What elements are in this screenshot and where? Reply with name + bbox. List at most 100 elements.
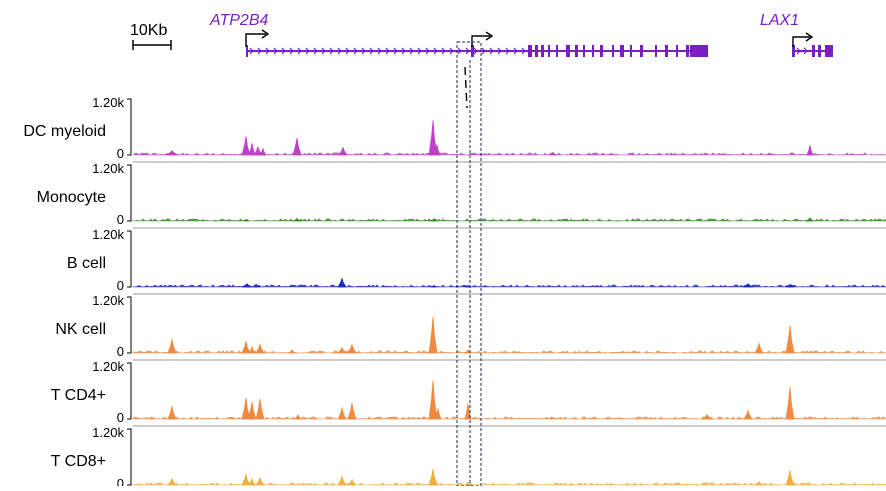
gene-strand-chevron [321, 47, 326, 55]
gene-strand-chevron [449, 47, 454, 55]
gene-atp2b4-exon [640, 45, 643, 57]
track-peak [347, 403, 357, 420]
gene-strand-chevron [425, 47, 430, 55]
gene-atp2b4-exon [541, 45, 544, 57]
gene-lax1-exon [812, 45, 815, 57]
track-peak [248, 477, 256, 486]
gene-strand-chevron [297, 47, 302, 55]
gene-atp2b4-exon [600, 45, 603, 57]
scale-bar-label: 10Kb [130, 22, 167, 39]
tss-arrowhead-alt [485, 31, 494, 41]
gene-atp2b4-exon [535, 45, 538, 57]
gene-atp2b4-exon [471, 45, 474, 57]
track-axis [127, 428, 132, 486]
track-nk-cell: 1.20k 0 NK cell [55, 293, 886, 359]
track-b-cell: 1.20k 0 B cell [67, 227, 886, 293]
gene-strand-chevron [457, 47, 462, 55]
tss-arrows [245, 29, 814, 47]
track-peak [292, 217, 302, 222]
gene-strand-chevron [505, 47, 510, 55]
track-peak [241, 341, 251, 354]
gene-strand-chevron [361, 47, 366, 55]
track-dc-myeloid: 1.20k 0 DC myeloid [23, 95, 886, 161]
track-peak [167, 339, 177, 354]
gene-atp2b4-exon [630, 45, 632, 57]
track-peak [753, 481, 765, 486]
track-name-label: Monocyte [37, 189, 106, 206]
gene-atp2b4-exon [528, 45, 532, 57]
track-peak [743, 409, 753, 420]
gene-atp2b4-exon [690, 45, 708, 57]
gene-label-atp2b4: ATP2B4 [209, 12, 269, 29]
track-peak [430, 284, 438, 288]
gene-label-lax1: LAX1 [760, 12, 799, 29]
track-peak [428, 469, 438, 486]
gene-strand-chevron [796, 47, 801, 55]
gene-strand-chevron [353, 47, 358, 55]
gene-strand-chevron [433, 47, 438, 55]
track-peak [241, 283, 253, 288]
track-peak [347, 478, 357, 486]
gene-atp2b4-exon [686, 45, 689, 57]
gene-atp2b4-exon [556, 45, 558, 57]
gene-models [246, 45, 833, 57]
track-peak [548, 151, 558, 156]
track-peak [785, 387, 795, 420]
tss-arrow-alt [471, 35, 490, 47]
track-peak [251, 283, 261, 288]
track-peak [167, 477, 177, 486]
gene-strand-chevron [313, 47, 318, 55]
gene-strand-chevron [521, 47, 526, 55]
track-peak [292, 137, 302, 156]
gene-atp2b4-exon [575, 45, 578, 57]
track-peak [242, 218, 250, 222]
track-peak [806, 145, 814, 156]
gene-strand-chevron [441, 47, 446, 55]
tss-arrow-atp2b4 [245, 33, 266, 47]
track-peak [241, 472, 251, 486]
track-axis-min-label: 0 [117, 476, 124, 486]
track-axis-max-label: 1.20k [92, 161, 124, 176]
gene-strand-chevron [385, 47, 390, 55]
gene-atp2b4-exon [566, 45, 570, 57]
track-peak [164, 150, 179, 156]
track-peak [255, 398, 265, 420]
gene-strand-chevron [337, 47, 342, 55]
track-peak [167, 406, 177, 420]
track-peak [805, 217, 815, 222]
tss-arrowhead-lax1 [805, 32, 814, 42]
track-peak [259, 147, 267, 156]
gene-strand-chevron [369, 47, 374, 55]
gene-strand-chevron [345, 47, 350, 55]
gene-atp2b4-exon [620, 45, 624, 57]
gene-strand-chevron [329, 47, 334, 55]
gene-strand-chevron [465, 47, 470, 55]
gene-strand-chevron [393, 47, 398, 55]
track-peak [785, 283, 795, 288]
track-name-label: T CD4+ [51, 387, 106, 404]
gene-strand-chevron [513, 47, 518, 55]
track-peak [347, 343, 357, 354]
track-monocyte: 1.20k 0 Monocyte [37, 161, 886, 227]
track-peak [429, 218, 438, 222]
track-peak [337, 406, 347, 420]
track-axis [127, 296, 132, 354]
gene-strand-chevron [489, 47, 494, 55]
track-axis [127, 164, 132, 222]
track-axis-max-label: 1.20k [92, 227, 124, 242]
gene-strand-chevron [409, 47, 414, 55]
gene-atp2b4-exon [612, 45, 614, 57]
gene-strand-chevron [273, 47, 278, 55]
track-name-label: DC myeloid [23, 123, 106, 140]
gene-atp2b4-exon [655, 45, 657, 57]
track-peak [248, 143, 256, 156]
gene-strand-chevron [305, 47, 310, 55]
track-peak [247, 401, 257, 420]
gene-strand-chevron [473, 47, 478, 55]
track-baseline-signal [132, 218, 886, 222]
track-peak [433, 144, 441, 156]
gene-atp2b4-exon [583, 45, 585, 57]
